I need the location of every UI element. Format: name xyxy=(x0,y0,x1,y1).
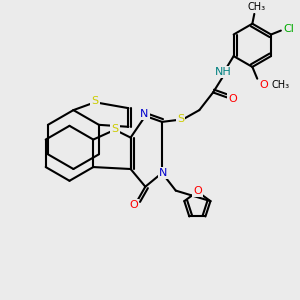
Text: O: O xyxy=(228,94,237,104)
Text: Cl: Cl xyxy=(283,24,294,34)
Text: S: S xyxy=(111,124,118,134)
Text: N: N xyxy=(140,109,148,119)
Text: S: S xyxy=(92,96,99,106)
Text: O: O xyxy=(129,200,138,210)
Text: O: O xyxy=(260,80,268,90)
Text: O: O xyxy=(193,186,202,196)
Text: NH: NH xyxy=(214,67,231,77)
Text: N: N xyxy=(159,168,167,178)
Text: CH₃: CH₃ xyxy=(247,2,265,12)
Text: CH₃: CH₃ xyxy=(271,80,289,90)
Text: S: S xyxy=(177,114,184,124)
